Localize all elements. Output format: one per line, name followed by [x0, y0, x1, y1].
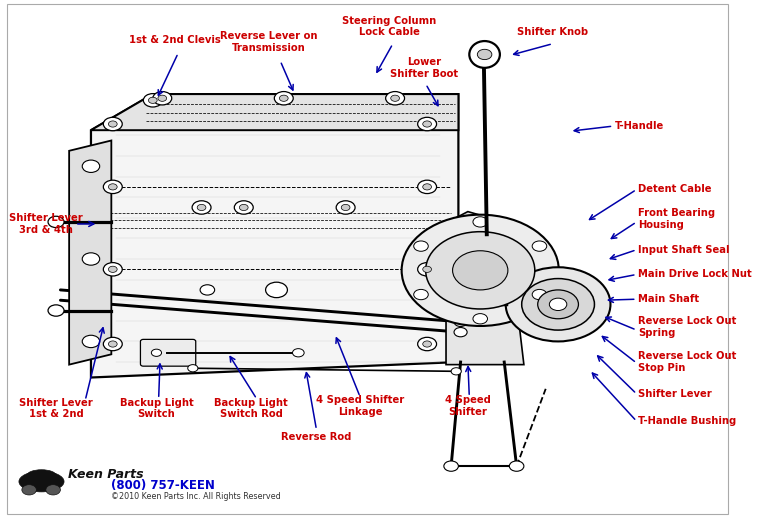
Circle shape: [423, 184, 431, 190]
Circle shape: [22, 485, 36, 495]
Text: Detent Cable: Detent Cable: [638, 184, 711, 194]
Text: 4 Speed
Shifter: 4 Speed Shifter: [445, 395, 490, 416]
Circle shape: [509, 461, 524, 471]
Circle shape: [158, 95, 166, 102]
Circle shape: [473, 217, 487, 227]
Circle shape: [402, 214, 559, 326]
Circle shape: [532, 241, 547, 251]
Circle shape: [417, 180, 437, 194]
Circle shape: [188, 365, 198, 372]
Polygon shape: [446, 211, 524, 365]
Ellipse shape: [27, 470, 56, 481]
Text: T-Handle Bushing: T-Handle Bushing: [638, 416, 736, 426]
Text: Main Shaft: Main Shaft: [638, 294, 699, 304]
Text: Main Drive Lock Nut: Main Drive Lock Nut: [638, 269, 752, 279]
Text: Shifter Lever
1st & 2nd: Shifter Lever 1st & 2nd: [19, 398, 93, 419]
Circle shape: [522, 279, 594, 330]
Circle shape: [453, 251, 508, 290]
Text: Front Bearing
Housing: Front Bearing Housing: [638, 208, 715, 229]
Text: 4 Speed Shifter
Linkage: 4 Speed Shifter Linkage: [316, 395, 404, 416]
Text: Steering Column
Lock Cable: Steering Column Lock Cable: [342, 16, 437, 37]
Circle shape: [103, 180, 122, 194]
Ellipse shape: [469, 41, 500, 68]
Circle shape: [103, 117, 122, 131]
Circle shape: [239, 205, 248, 211]
Circle shape: [444, 461, 458, 471]
Polygon shape: [69, 140, 112, 365]
Circle shape: [82, 160, 99, 172]
Text: Reverse Rod: Reverse Rod: [281, 431, 352, 442]
Circle shape: [280, 95, 288, 102]
Circle shape: [152, 349, 162, 356]
Text: ©2010 Keen Parts Inc. All Rights Reserved: ©2010 Keen Parts Inc. All Rights Reserve…: [112, 492, 281, 500]
Circle shape: [451, 368, 461, 375]
Circle shape: [109, 341, 117, 347]
Circle shape: [477, 49, 492, 60]
Circle shape: [423, 341, 431, 347]
Circle shape: [109, 184, 117, 190]
Polygon shape: [91, 94, 458, 378]
Circle shape: [473, 313, 487, 324]
Circle shape: [200, 285, 215, 295]
Ellipse shape: [19, 471, 64, 492]
Text: Lower
Shifter Boot: Lower Shifter Boot: [390, 57, 458, 79]
Text: Shifter Lever: Shifter Lever: [638, 389, 711, 399]
Circle shape: [103, 263, 122, 276]
Circle shape: [549, 298, 567, 310]
Text: T-Handle: T-Handle: [614, 121, 664, 131]
Text: Backup Light
Switch: Backup Light Switch: [119, 398, 193, 419]
Circle shape: [149, 97, 157, 104]
Circle shape: [109, 266, 117, 272]
Circle shape: [192, 201, 211, 214]
Circle shape: [386, 92, 404, 105]
Text: 1st & 2nd Clevis: 1st & 2nd Clevis: [129, 35, 220, 45]
Polygon shape: [91, 94, 458, 130]
Circle shape: [454, 317, 467, 326]
Circle shape: [390, 95, 400, 102]
Circle shape: [417, 337, 437, 351]
Circle shape: [293, 349, 304, 357]
Text: Shifter Knob: Shifter Knob: [517, 27, 588, 37]
Text: Reverse Lock Out
Spring: Reverse Lock Out Spring: [638, 316, 736, 338]
Circle shape: [413, 290, 428, 300]
Circle shape: [426, 232, 535, 309]
Text: Backup Light
Switch Rod: Backup Light Switch Rod: [214, 398, 288, 419]
Circle shape: [341, 205, 350, 211]
Circle shape: [197, 205, 206, 211]
Circle shape: [152, 92, 172, 105]
Circle shape: [423, 121, 431, 127]
Text: Input Shaft Seal: Input Shaft Seal: [638, 244, 730, 255]
Circle shape: [413, 241, 428, 251]
Circle shape: [109, 121, 117, 127]
Circle shape: [336, 201, 355, 214]
FancyBboxPatch shape: [140, 339, 196, 366]
Circle shape: [82, 335, 99, 348]
Circle shape: [532, 290, 547, 300]
Circle shape: [454, 327, 467, 337]
Circle shape: [46, 485, 60, 495]
Circle shape: [274, 92, 293, 105]
Circle shape: [103, 337, 122, 351]
Circle shape: [417, 263, 437, 276]
Text: Shifter Lever
3rd & 4th: Shifter Lever 3rd & 4th: [9, 213, 82, 235]
Circle shape: [82, 253, 99, 265]
Circle shape: [234, 201, 253, 214]
Circle shape: [506, 267, 611, 341]
Circle shape: [423, 266, 431, 272]
Circle shape: [143, 94, 162, 107]
Circle shape: [537, 290, 578, 319]
Circle shape: [48, 305, 64, 316]
Text: (800) 757-KEEN: (800) 757-KEEN: [112, 479, 215, 492]
Circle shape: [266, 282, 287, 298]
Text: Reverse Lever on
Transmission: Reverse Lever on Transmission: [220, 31, 318, 53]
Text: Keen Parts: Keen Parts: [68, 468, 143, 481]
Circle shape: [417, 117, 437, 131]
Text: Reverse Lock Out
Stop Pin: Reverse Lock Out Stop Pin: [638, 351, 736, 373]
Circle shape: [48, 216, 64, 227]
